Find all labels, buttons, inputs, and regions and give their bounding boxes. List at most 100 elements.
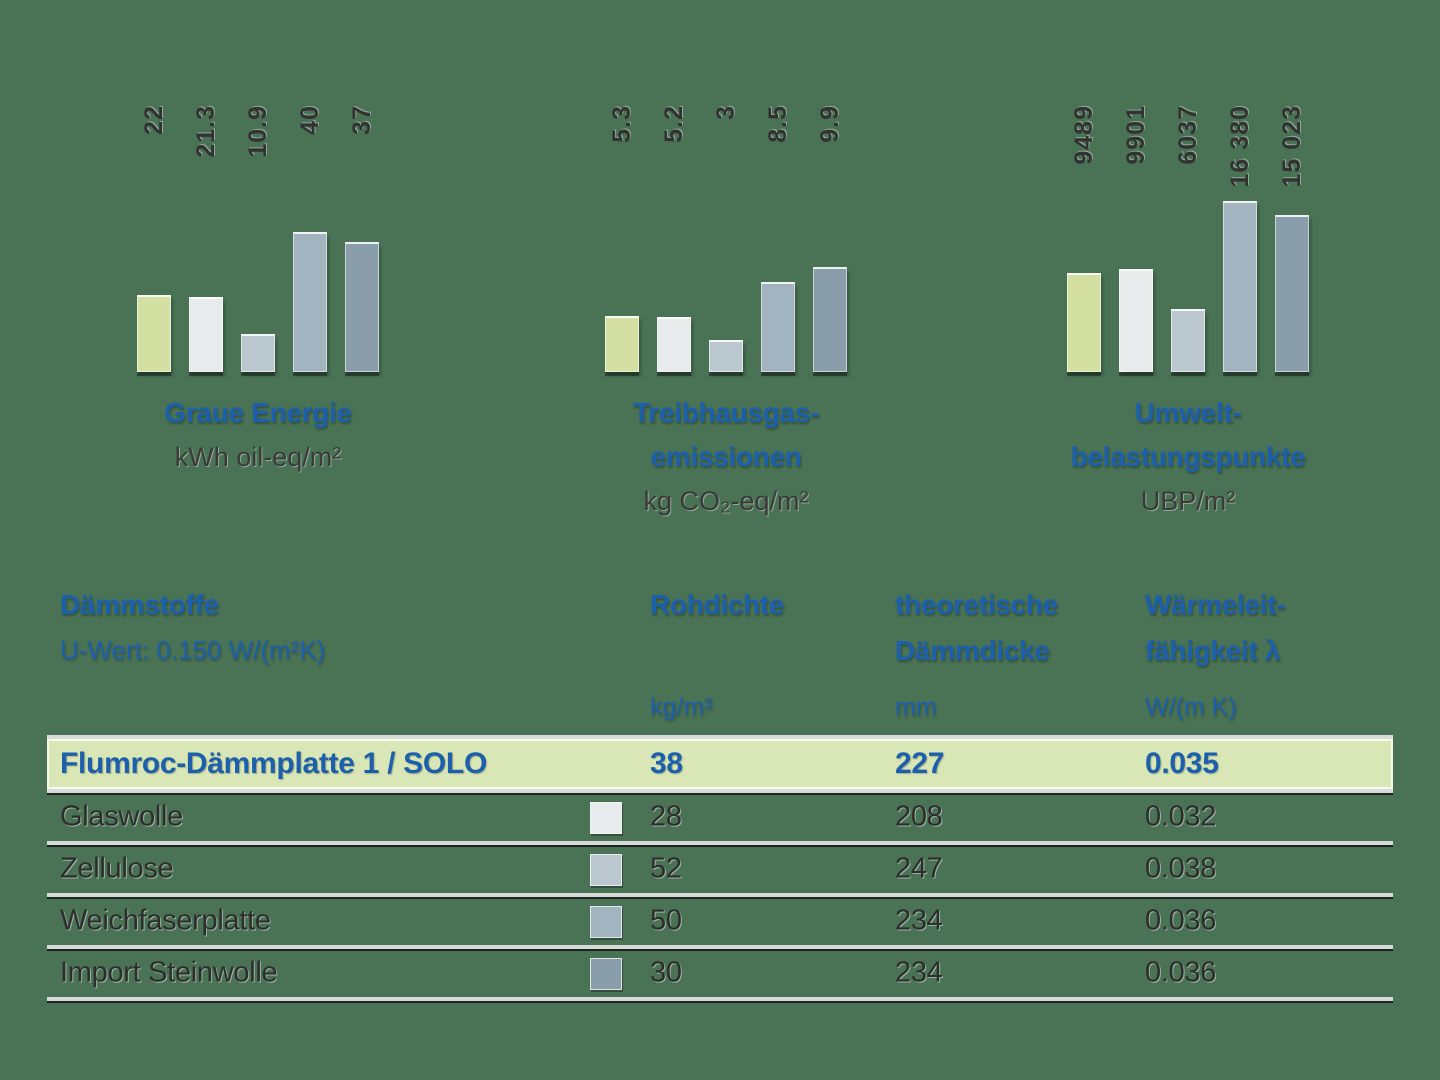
bar-value-label-cell: 15 023: [1275, 105, 1309, 187]
bar-zellulose: [1171, 309, 1205, 372]
comparison-table: Dämmstoffe U-Wert: 0.150 W/(m²K) Rohdich…: [47, 587, 1393, 1001]
chart-title: Treibhausgas-: [633, 397, 819, 428]
rohdichte-value: 52: [650, 852, 682, 885]
column-header-waermeleitfaehigkeit-line1: Wärmeleit-: [1145, 589, 1286, 620]
column-unit-rohdichte: kg/m³: [650, 693, 713, 721]
table-row-zellulose: Zellulose 52 247 0.038: [47, 845, 1393, 893]
color-swatch: [590, 906, 622, 938]
daemmdicke-value: 208: [895, 800, 943, 833]
row-separator: [47, 735, 1393, 739]
bar-glaswolle: [657, 317, 691, 372]
material-name: Flumroc-Dämmplatte 1 / SOLO: [60, 747, 487, 780]
bar-import-steinwolle: [813, 267, 847, 372]
row-separator: [47, 789, 1393, 793]
bar-value-labels: 22 21.3 10.9 40 37: [137, 105, 379, 200]
bar-value-label-cell: 5.2: [657, 105, 691, 143]
material-name: Zellulose: [60, 852, 174, 885]
material-name: Import Steinwolle: [60, 956, 278, 989]
bar-value-label-cell: 37: [345, 105, 379, 135]
chart-unit-label: kWh oil-eq/m²: [174, 442, 342, 472]
daemmdicke-value: 234: [895, 904, 943, 937]
daemmdicke-value: 234: [895, 956, 943, 989]
bar-value-label-cell: 9.9: [813, 105, 847, 143]
chart-graue-energie: 22 21.3 10.9 40 37 Graue Energie kWh oil-eq/m…: [137, 105, 379, 472]
bar-value-label: 21.3: [191, 105, 220, 158]
bar-glaswolle: [189, 297, 223, 372]
row-separator: [47, 945, 1393, 949]
bar-glaswolle: [1119, 269, 1153, 372]
color-swatch: [590, 802, 622, 834]
bar-weichfaserplatte: [1223, 201, 1257, 372]
bar-value-label: 8.5: [763, 105, 792, 143]
column-unit-daemmdicke: mm: [895, 693, 937, 721]
bar-flumroc-dämmplatte-1-solo: [137, 295, 171, 372]
bar-value-label: 15 023: [1277, 105, 1306, 188]
uwert-subtitle: U-Wert: 0.150 W/(m²K): [60, 635, 326, 665]
bar-zellulose: [241, 334, 275, 372]
bar-value-label: 9901: [1121, 105, 1150, 165]
rohdichte-value: 28: [650, 800, 682, 833]
bars: [605, 200, 847, 372]
chart-title-block: Umwelt-belastungspunkte UBP/m²: [998, 391, 1378, 523]
bars: [137, 200, 379, 372]
lambda-value: 0.035: [1145, 747, 1219, 780]
bar-flumroc-dämmplatte-1-solo: [605, 316, 639, 372]
rohdichte-value: 38: [650, 747, 683, 780]
column-header-daemmdicke-line2: Dämmdicke: [895, 635, 1050, 666]
bar-value-label-cell: 10.9: [241, 105, 275, 158]
column-header-daemmdicke-line1: theoretische: [895, 589, 1058, 620]
chart-title: Umwelt-: [1134, 397, 1242, 428]
table-header: Dämmstoffe U-Wert: 0.150 W/(m²K) Rohdich…: [47, 587, 1393, 735]
chart-umweltbelastungspunkte: 9489 9901 6037 16 380 15 023 Umwelt-belastun…: [1067, 105, 1309, 516]
bar-weichfaserplatte: [761, 282, 795, 372]
chart-treibhausgasemissionen: 5.3 5.2 3 8.5 9.9 Treibhausgas-emissionen kg …: [605, 105, 847, 516]
bar-value-label: 6037: [1173, 105, 1202, 165]
daemmdicke-value: 247: [895, 852, 943, 885]
bar-value-label: 10.9: [243, 105, 272, 158]
bar-value-label: 37: [347, 105, 376, 135]
chart-title: emissionen: [650, 441, 802, 472]
column-header-rohdichte: Rohdichte: [650, 589, 785, 620]
bar-flumroc-dämmplatte-1-solo: [1067, 273, 1101, 372]
chart-title: Graue Energie: [164, 397, 352, 428]
bar-value-label: 9.9: [815, 105, 844, 143]
bar-value-label: 16 380: [1225, 105, 1254, 188]
table-rows: Flumroc-Dämmplatte 1 / SOLO 38 227 0.035…: [47, 735, 1393, 1001]
row-separator: [47, 841, 1393, 845]
bar-value-label-cell: 16 380: [1223, 105, 1257, 187]
material-name: Weichfaserplatte: [60, 904, 271, 937]
table-title: Dämmstoffe: [60, 589, 219, 620]
table-row-import-steinwolle: Import Steinwolle 30 234 0.036: [47, 949, 1393, 997]
chart-title-block: Treibhausgas-emissionen kg CO₂-eq/m²: [536, 391, 916, 523]
bar-value-label-cell: 40: [293, 105, 327, 135]
rohdichte-value: 50: [650, 904, 682, 937]
chart-unit-label: kg CO₂-eq/m²: [643, 486, 809, 516]
row-separator: [47, 997, 1393, 1001]
table-row-weichfaserplatte: Weichfaserplatte 50 234 0.036: [47, 897, 1393, 945]
chart-title: belastungspunkte: [1070, 441, 1306, 472]
color-swatch: [590, 854, 622, 886]
lambda-value: 0.032: [1145, 800, 1217, 833]
lambda-value: 0.036: [1145, 956, 1217, 989]
bars: [1067, 200, 1309, 372]
lambda-value: 0.038: [1145, 852, 1217, 885]
column-unit-waermeleitfaehigkeit: W/(m K): [1145, 693, 1237, 721]
bar-value-label-cell: 21.3: [189, 105, 223, 158]
daemmdicke-value: 227: [895, 747, 945, 780]
bar-value-label-cell: 9901: [1119, 105, 1153, 165]
lambda-value: 0.036: [1145, 904, 1217, 937]
bar-zellulose: [709, 340, 743, 372]
bar-value-label-cell: 5.3: [605, 105, 639, 143]
bar-value-label: 5.2: [659, 105, 688, 143]
column-header-waermeleitfaehigkeit-line2: fähigkeit λ: [1145, 635, 1281, 666]
bar-value-label: 5.3: [607, 105, 636, 143]
chart-title-block: Graue Energie kWh oil-eq/m²: [68, 391, 448, 479]
bar-value-label-cell: 3: [709, 105, 743, 120]
bar-value-labels: 5.3 5.2 3 8.5 9.9: [605, 105, 847, 200]
chart-unit-label: UBP/m²: [1140, 486, 1236, 516]
color-swatch: [590, 958, 622, 990]
bar-weichfaserplatte: [293, 232, 327, 372]
bar-value-label-cell: 22: [137, 105, 171, 135]
bar-value-label-cell: 8.5: [761, 105, 795, 143]
